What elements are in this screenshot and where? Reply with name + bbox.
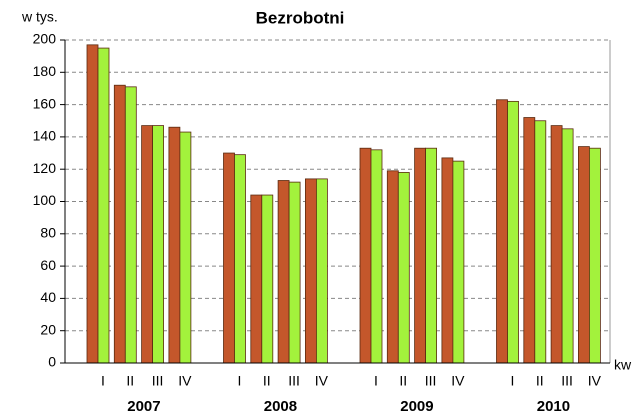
bar [397,172,410,364]
bar [152,125,165,364]
x-tick-label: I [101,373,105,389]
bar [550,125,563,364]
bar [452,160,465,364]
bar [124,86,137,364]
x-tick-label: IV [588,373,602,389]
bar [386,170,399,364]
y-tick-label: 140 [33,128,57,144]
x-tick-label: I [238,373,242,389]
x-tick-label: II [536,373,544,389]
bar [179,131,192,364]
x-tick-label: I [511,373,515,389]
bar [370,149,383,364]
x-tick-label: I [374,373,378,389]
bar [315,178,328,364]
x-tick-label: III [152,373,164,389]
bar [277,180,290,364]
bar [441,157,454,364]
bar [168,126,181,364]
y-tick-label: 100 [33,192,57,208]
x-tick-label: III [561,373,573,389]
y-tick-label: 160 [33,95,57,111]
y-tick-label: 20 [40,321,56,337]
x-tick-label: IV [451,373,465,389]
y-tick-label: 200 [33,31,57,47]
x-tick-label: IV [315,373,329,389]
bar [97,47,110,364]
bar [261,194,274,364]
y-axis-label: w tys. [21,9,58,25]
chart-title: Bezrobotni [256,8,345,27]
x-tick-label: III [425,373,437,389]
bar [589,147,601,364]
bar [578,146,590,364]
y-tick-label: 0 [48,354,56,370]
bar [414,147,427,364]
bar [534,120,547,364]
x-axis-label: kw [614,357,632,373]
group-label: 2009 [400,398,433,415]
bar [113,84,126,364]
bar [250,194,263,364]
y-tick-label: 40 [40,289,56,305]
y-tick-label: 60 [40,257,56,273]
bar [496,99,508,364]
y-tick-label: 120 [33,160,57,176]
x-tick-label: II [399,373,407,389]
bar [507,100,519,364]
y-tick-label: 180 [33,63,57,79]
group-label: 2007 [127,398,160,415]
bar [523,117,536,364]
bar [86,44,99,364]
bar [304,178,317,364]
bar [234,154,246,364]
x-tick-label: II [263,373,271,389]
x-tick-label: II [126,373,134,389]
y-tick-label: 80 [40,225,56,241]
x-tick-label: IV [178,373,192,389]
bar [425,147,438,364]
group-label: 2010 [537,398,570,415]
x-tick-label: III [288,373,300,389]
bar [288,181,301,364]
bar [223,152,235,364]
bar [359,147,372,364]
bar [561,128,574,364]
bar [141,125,154,364]
group-label: 2008 [264,398,297,415]
